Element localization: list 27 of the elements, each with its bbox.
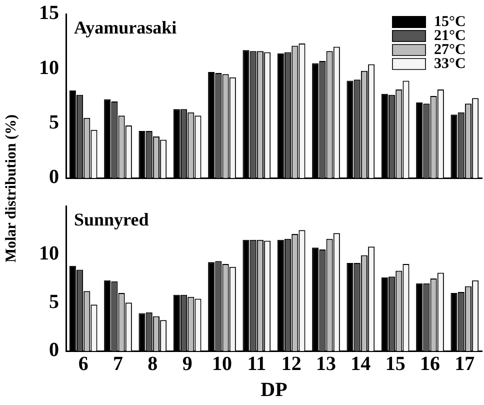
x-tick-label: 7	[113, 353, 123, 376]
x-tick-label: 16	[420, 353, 440, 376]
x-axis-title: DP	[260, 379, 288, 402]
y-tick-label: 15	[39, 2, 59, 24]
legend-label: 15°C	[434, 14, 466, 30]
y-tick-label: 5	[49, 112, 59, 134]
legend-label: 27°C	[434, 42, 466, 58]
y-tick-label: 0	[49, 166, 59, 188]
x-tick-label: 9	[182, 353, 192, 376]
x-tick-label: 17	[454, 353, 475, 376]
legend-label: 21°C	[434, 28, 466, 44]
legend-label: 33°C	[434, 56, 466, 72]
x-tick-label: 12	[281, 353, 302, 376]
chart-title: Sunnyred	[74, 210, 149, 230]
x-tick-label: 15	[385, 353, 406, 376]
y-tick-label: 10	[39, 242, 59, 265]
x-tick-label: 6	[78, 353, 88, 376]
x-tick-label: 8	[148, 353, 158, 376]
x-tick-label: 14	[350, 353, 371, 376]
chart-title: Ayamurasaki	[74, 18, 177, 38]
y-tick-label: 0	[49, 339, 59, 362]
y-tick-label: 10	[39, 56, 59, 79]
x-tick-label: 13	[316, 353, 336, 376]
y-tick-label: 5	[49, 290, 59, 313]
x-tick-label: 11	[247, 353, 266, 376]
x-tick-label: 10	[212, 353, 232, 376]
y-axis-title: Molar distribution (%)	[4, 113, 20, 265]
